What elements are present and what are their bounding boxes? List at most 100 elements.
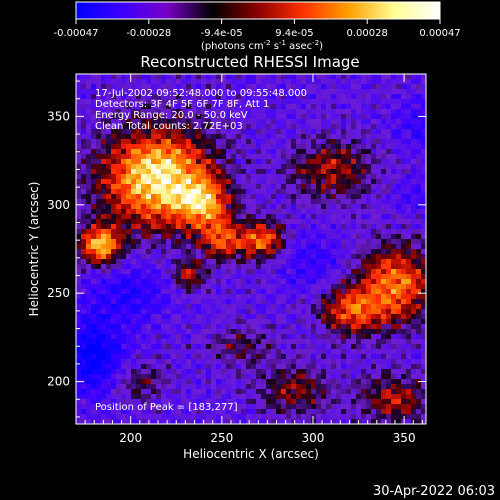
heatmap-cell [241, 264, 247, 270]
heatmap-cell [421, 144, 427, 150]
heatmap-cell [376, 329, 382, 335]
heatmap-cell [86, 394, 92, 400]
heatmap-cell [326, 244, 332, 250]
heatmap-cell [341, 109, 347, 115]
heatmap-cell [271, 409, 277, 415]
heatmap-cell [261, 254, 267, 260]
heatmap-cell [231, 244, 237, 250]
heatmap-cell [126, 194, 132, 200]
heatmap-cell [101, 129, 107, 135]
heatmap-cell [206, 314, 212, 320]
heatmap-cell [201, 414, 207, 420]
heatmap-cell [181, 89, 187, 95]
heatmap-cell [341, 399, 347, 405]
heatmap-cell [116, 344, 122, 350]
heatmap-cell [386, 299, 392, 305]
heatmap-cell [121, 144, 127, 150]
heatmap-cell [116, 319, 122, 325]
heatmap-cell [371, 79, 377, 85]
heatmap-cell [241, 384, 247, 390]
heatmap-cell [301, 249, 307, 255]
heatmap-cell [216, 289, 222, 295]
heatmap-cell [401, 209, 407, 215]
heatmap-cell [336, 329, 342, 335]
heatmap-cell [186, 84, 192, 90]
heatmap-cell [416, 224, 422, 230]
heatmap-cell [361, 324, 367, 330]
heatmap-cell [121, 84, 127, 90]
heatmap-cell [351, 224, 357, 230]
heatmap-cell [326, 89, 332, 95]
heatmap-cell [301, 289, 307, 295]
heatmap-cell [301, 209, 307, 215]
heatmap-cell [156, 369, 162, 375]
heatmap-cell [406, 369, 412, 375]
heatmap-cell [76, 174, 82, 180]
heatmap-cell [151, 164, 157, 170]
heatmap-cell [351, 284, 357, 290]
heatmap-cell [331, 259, 337, 265]
plot-frame [75, 73, 427, 425]
heatmap-cell [171, 294, 177, 300]
heatmap-cell [126, 124, 132, 130]
heatmap-cell [131, 339, 137, 345]
heatmap-cell [301, 189, 307, 195]
heatmap-cell [341, 384, 347, 390]
heatmap-cell [96, 94, 102, 100]
heatmap-cell [271, 249, 277, 255]
heatmap-cell [266, 249, 272, 255]
heatmap-cell [241, 144, 247, 150]
heatmap-cell [356, 159, 362, 165]
heatmap-cell [261, 329, 267, 335]
heatmap-cell [121, 359, 127, 365]
heatmap-cell [391, 239, 397, 245]
heatmap-cell [286, 149, 292, 155]
heatmap-cell [96, 394, 102, 400]
heatmap-cell [96, 89, 102, 95]
heatmap-cell [281, 414, 287, 420]
heatmap-cell [91, 384, 97, 390]
heatmap-cell [406, 189, 412, 195]
heatmap-cell [366, 79, 372, 85]
heatmap-cell [386, 314, 392, 320]
heatmap-cell [181, 264, 187, 270]
heatmap-cell [176, 269, 182, 275]
heatmap-cell [176, 79, 182, 85]
heatmap-cell [186, 179, 192, 185]
heatmap-cell [201, 339, 207, 345]
heatmap-cell [291, 169, 297, 175]
heatmap-cell [271, 104, 277, 110]
heatmap-cell [146, 99, 152, 105]
heatmap-cell [281, 74, 287, 80]
heatmap-cell [361, 389, 367, 395]
heatmap-cell [196, 159, 202, 165]
heatmap-cell [366, 194, 372, 200]
heatmap-cell [266, 419, 272, 425]
heatmap-cell [326, 99, 332, 105]
heatmap-cell [136, 139, 142, 145]
heatmap-cell [186, 149, 192, 155]
heatmap-cell [351, 84, 357, 90]
heatmap-cell [346, 189, 352, 195]
heatmap-cell [316, 199, 322, 205]
heatmap-cell [181, 329, 187, 335]
heatmap-cell [151, 284, 157, 290]
heatmap-cell [111, 199, 117, 205]
heatmap-cell [421, 289, 427, 295]
heatmap-cell [156, 89, 162, 95]
heatmap-cell [221, 159, 227, 165]
heatmap-cell [376, 184, 382, 190]
heatmap-cell [306, 284, 312, 290]
heatmap-cell [411, 379, 417, 385]
heatmap-cell [216, 99, 222, 105]
heatmap-cell [106, 124, 112, 130]
heatmap-cell [121, 319, 127, 325]
heatmap-cell [91, 324, 97, 330]
heatmap-cell [206, 304, 212, 310]
heatmap-cell [176, 209, 182, 215]
heatmap-cell [306, 99, 312, 105]
heatmap-cell [216, 339, 222, 345]
heatmap-cell [246, 319, 252, 325]
heatmap-cell [241, 414, 247, 420]
heatmap-cell [186, 159, 192, 165]
